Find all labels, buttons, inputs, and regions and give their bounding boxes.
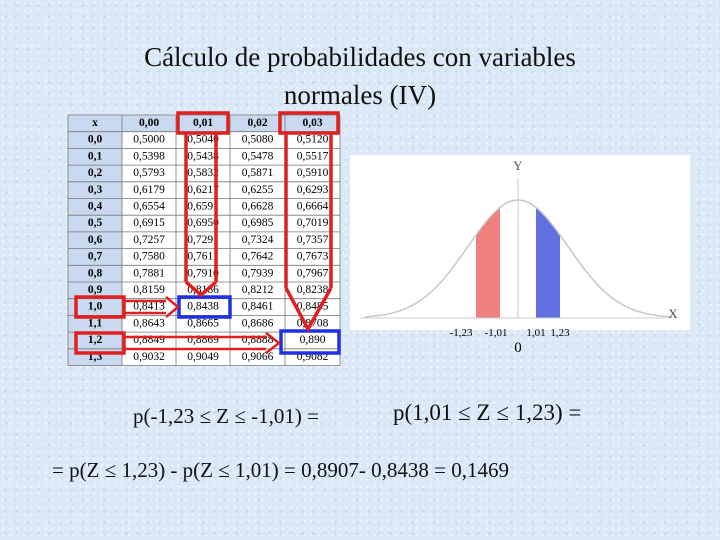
cell: 0,2: [88, 167, 103, 179]
cell: 0,7: [88, 251, 103, 263]
cell: 0,5000: [133, 134, 165, 146]
tick: 1,23: [550, 327, 570, 339]
right-area: [536, 207, 560, 318]
cell: 0,7673: [297, 251, 329, 263]
header-cell: x: [92, 117, 98, 129]
cell: 0,5120: [297, 134, 329, 146]
cell: 0,8159: [133, 284, 165, 296]
blue-box: [279, 329, 341, 355]
cell: 0,7324: [242, 234, 274, 246]
tick: -1,23: [450, 327, 473, 339]
cell: 1,0: [88, 301, 103, 313]
cell: 0,8: [88, 267, 103, 279]
cell: 0,5793: [133, 167, 165, 179]
cell: 0,4: [88, 200, 103, 212]
cell: 0,0: [88, 134, 103, 146]
red-box: [278, 111, 340, 135]
label-col-bg: [68, 115, 122, 366]
cell: 0,5438: [187, 150, 219, 162]
cell: 0,8665: [187, 317, 219, 329]
cell: 0,8461: [242, 301, 274, 313]
cell: 0,7291: [187, 234, 219, 246]
y-label: Y: [513, 158, 523, 173]
cell: 0,5: [88, 217, 103, 229]
equation: p(1,01 ≤ Z ≤ 1,23) =: [393, 400, 582, 425]
cell: 0,6179: [133, 184, 165, 196]
cell: 0,7967: [297, 267, 329, 279]
header-cell: 0,03: [302, 117, 322, 129]
cell: 0,9032: [133, 351, 165, 363]
cell: 0,7642: [242, 251, 274, 263]
tick: -1,01: [485, 327, 508, 339]
cell: 0,6: [88, 234, 103, 246]
cell: 0,7611: [187, 251, 218, 263]
cell: 0,9049: [187, 351, 219, 363]
title-line: normales (IV): [283, 80, 437, 110]
cell: 0,6554: [133, 200, 165, 212]
cell: 0,8643: [133, 317, 165, 329]
title-line: Cálculo de probabilidades con variables: [144, 42, 576, 72]
cell: 0,890: [300, 334, 326, 346]
cell: 0,5398: [133, 150, 165, 162]
cell: 0,7939: [242, 267, 274, 279]
red-box: [74, 331, 126, 355]
cell: 0,6950: [187, 217, 219, 229]
cell: 0,5478: [242, 150, 274, 162]
cell: 0,6915: [133, 217, 165, 229]
red-box: [74, 295, 126, 319]
cell: 0,8413: [133, 301, 165, 313]
cell: 0,8212: [242, 284, 274, 296]
cell: 0,8438: [187, 301, 219, 313]
cell: 0,6217: [187, 184, 219, 196]
header-bg: [68, 115, 340, 132]
cell: 0,5080: [242, 134, 274, 146]
cell: 0,6628: [242, 200, 274, 212]
cell: 0,9066: [242, 351, 274, 363]
header-cell: 0,02: [247, 117, 267, 129]
equation: p(-1,23 ≤ Z ≤ -1,01) =: [133, 404, 319, 428]
diagram-bg: [350, 155, 690, 330]
red-box: [176, 111, 230, 135]
highlights: [74, 111, 341, 355]
cell: 0,6985: [242, 217, 274, 229]
cell: 0,9: [88, 284, 103, 296]
cell: 1,1: [88, 317, 103, 329]
equation: = p(Z ≤ 1,23) - p(Z ≤ 1,01) = 0,8907- 0,…: [52, 458, 509, 482]
cell: 0,7580: [133, 251, 165, 263]
cell: 0,6255: [242, 184, 274, 196]
cell: 0,7881: [133, 267, 165, 279]
cell: 0,6664: [297, 200, 329, 212]
origin: 0: [514, 340, 522, 356]
x-label: X: [668, 306, 678, 321]
cell: 1,2: [88, 334, 103, 346]
cell: 0,7910: [187, 267, 219, 279]
arrow: [184, 133, 333, 333]
cell: 0,5832: [187, 167, 219, 179]
cell: 0,5040: [187, 134, 219, 146]
tick: 1,01: [526, 327, 545, 339]
header-cell: 0,01: [193, 117, 213, 129]
cell: 0,6293: [297, 184, 329, 196]
cell: 0,1: [88, 150, 103, 162]
cell: 0,8238: [297, 284, 329, 296]
cell: 0,8686: [242, 317, 274, 329]
cell: 0,6591: [187, 200, 219, 212]
table: x 0,0 0,1 0,2 0,3 0,4 0,5 0,6 0,7 0,8 0,9 1,0 1,1 1,2…: [67, 114, 341, 366]
left-area: [476, 207, 500, 318]
cell: 0,3: [88, 184, 103, 196]
cell: 0,5910: [297, 167, 329, 179]
cell: 0,7257: [133, 234, 165, 246]
cell: 0,7357: [297, 234, 329, 246]
arrow: [124, 296, 282, 354]
normal-curve: [364, 199, 673, 318]
header-cell: 0,00: [139, 117, 159, 129]
cell: 0,5517: [297, 150, 329, 162]
cell: 0,7019: [297, 217, 329, 229]
cell: 0,5871: [242, 167, 274, 179]
